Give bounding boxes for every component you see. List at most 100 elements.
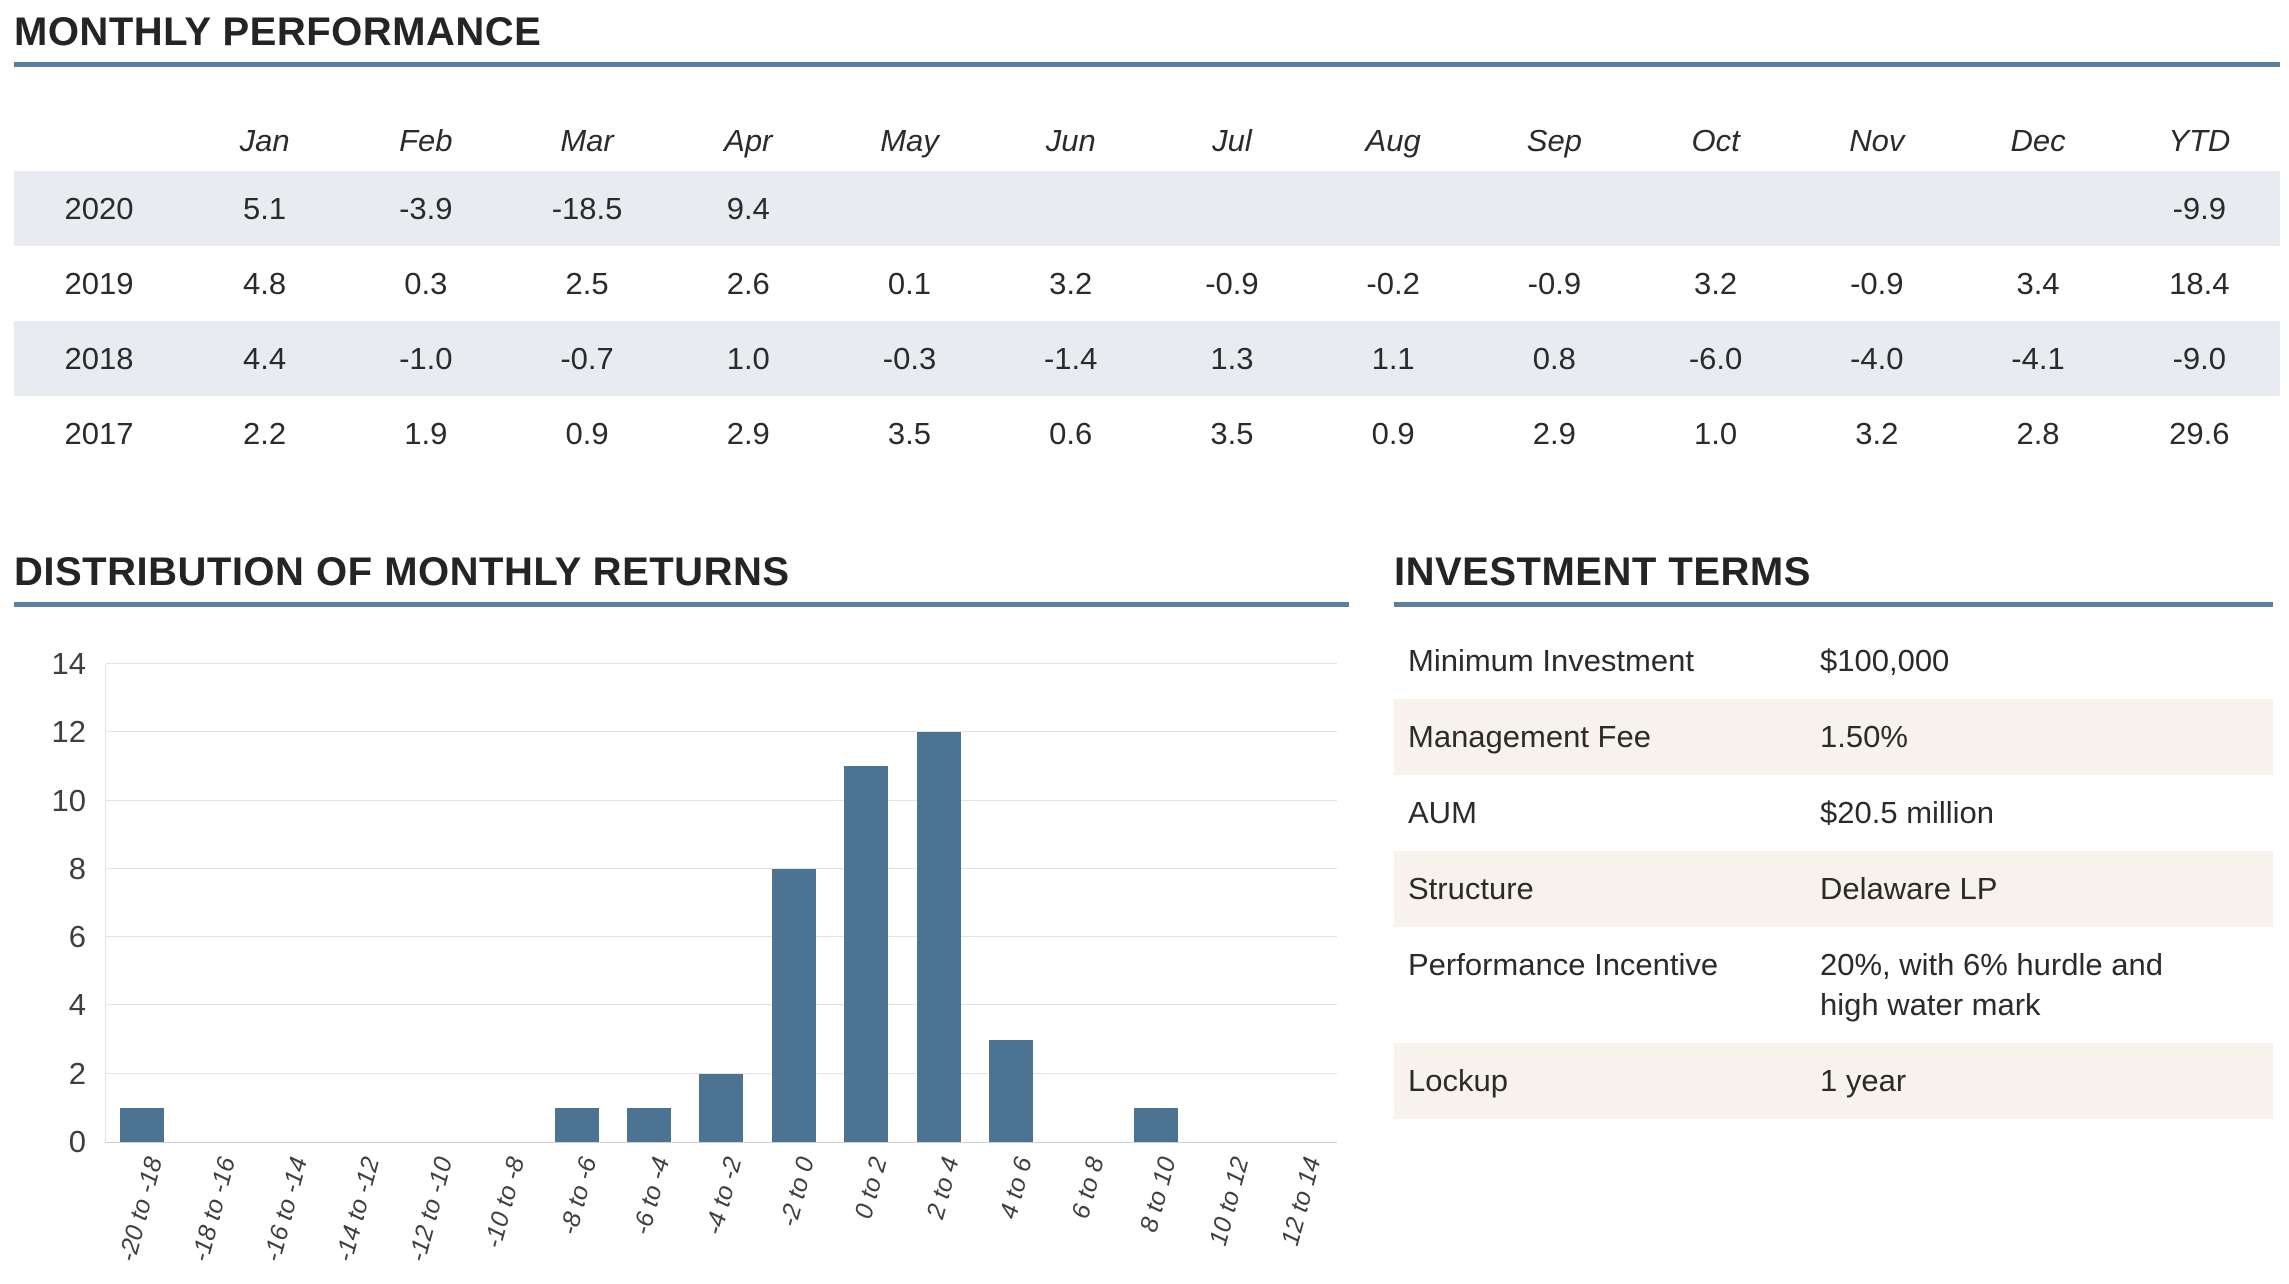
bar-8 to 10 (1133, 1107, 1178, 1142)
year-cell: 2018 (64, 340, 134, 376)
return-cell: 0.6 (1049, 415, 1093, 451)
terms-row-management-fee: Management Fee 1.50% (1394, 699, 2273, 775)
return-cell (829, 171, 990, 246)
bar-slot--8 to -6 (540, 664, 612, 1142)
bar-slot--14 to -12 (323, 664, 395, 1142)
y-axis-tick-10: 10 (51, 782, 86, 818)
month-column-header: Nov (1849, 123, 1905, 158)
x-axis-tick-label: -12 to -10 (403, 1154, 458, 1265)
return-cell: -9.0 (2172, 340, 2227, 376)
bar-slot-6 to 8 (1047, 664, 1119, 1142)
return-cell: -18.5 (551, 190, 623, 226)
bar-slot--18 to -16 (178, 664, 250, 1142)
terms-value: 20%, with 6% hurdle and high water mark (1820, 947, 2163, 1022)
return-cell: 0.3 (404, 265, 448, 301)
month-column-header: Oct (1691, 123, 1740, 158)
return-cell: 3.4 (2016, 265, 2060, 301)
monthly-performance-title: MONTHLY PERFORMANCE (14, 10, 542, 54)
x-axis-tick-label: 10 to 12 (1203, 1154, 1255, 1249)
month-column-header: YTD (2168, 123, 2231, 158)
x-tick-slot: 2 to 4 (901, 1148, 973, 1284)
x-tick-slot: 0 to 2 (829, 1148, 901, 1284)
return-cell: -0.2 (1366, 265, 1420, 301)
returns-histogram: -20 to -18 -18 to -16 -16 to -14 -14 to -12… (14, 548, 1349, 1284)
bar-slot-0 to 2 (830, 664, 902, 1142)
distribution-rule (14, 602, 1349, 607)
return-cell: -0.7 (560, 340, 614, 376)
performance-row-2017: 2017 2.2 1.9 0.9 2.9 3.5 0.6 3.5 0.9 2.9 1.0 3.2 2.8… (14, 396, 2280, 471)
x-axis-tick-label: 12 to 14 (1276, 1154, 1327, 1249)
gridline-6 (106, 936, 1337, 938)
return-cell: -0.9 (1850, 265, 1904, 301)
bar--20 to -18 (120, 1107, 165, 1142)
terms-row-aum: AUM $20.5 million (1394, 775, 2273, 851)
month-header-row: Jan Feb Mar Apr May Jun Jul Aug Sep Oct Nov Dec YTD (14, 111, 2280, 171)
x-axis-tick-label: -14 to -12 (330, 1154, 386, 1265)
terms-label: Performance Incentive (1408, 947, 1719, 982)
return-cell: 0.9 (565, 415, 609, 451)
bar--8 to -6 (554, 1107, 599, 1142)
y-axis-tick-8: 8 (68, 850, 86, 886)
return-cell: -1.0 (399, 340, 453, 376)
return-cell: 1.0 (1694, 415, 1738, 451)
return-cell: 1.3 (1210, 340, 1254, 376)
terms-row-lockup: Lockup 1 year (1394, 1043, 2273, 1119)
month-column-header: Feb (399, 123, 453, 158)
terms-row-performance-incentive: Performance Incentive 20%, with 6% hurdle… (1394, 927, 2273, 1043)
bar--4 to -2 (699, 1073, 744, 1142)
terms-value: $20.5 million (1820, 795, 1995, 830)
return-cell: 2.9 (1532, 415, 1576, 451)
return-cell: 1.0 (726, 340, 770, 376)
x-tick-slot: 8 to 10 (1119, 1148, 1191, 1284)
gridline-12 (106, 731, 1337, 733)
monthly-performance-table: Jan Feb Mar Apr May Jun Jul Aug Sep Oct Nov Dec YTD … (14, 111, 2280, 471)
return-cell: 29.6 (2169, 415, 2230, 451)
bar-slot-12 to 14 (1265, 664, 1337, 1142)
return-cell: 3.5 (1210, 415, 1254, 451)
x-axis-tick-label: -6 to -4 (627, 1154, 676, 1238)
investment-terms-table: Minimum Investment $100,000 Management Fee… (1394, 623, 2273, 1119)
terms-value: 1.50% (1820, 719, 1908, 754)
terms-value: $100,000 (1820, 643, 1950, 678)
month-column-header: Dec (2010, 123, 2066, 158)
return-cell: -9.9 (2172, 190, 2227, 226)
return-cell: 3.2 (1049, 265, 1093, 301)
return-cell: 0.1 (887, 265, 932, 301)
return-cell: 2.2 (243, 415, 287, 451)
return-cell: 0.8 (1532, 340, 1576, 376)
month-column-header: May (880, 123, 939, 158)
gridline-10 (106, 799, 1337, 801)
x-axis-tick-label: -18 to -16 (185, 1154, 241, 1265)
y-axis-tick-2: 2 (68, 1055, 86, 1091)
return-cell (990, 171, 1151, 246)
bar-slot--16 to -14 (251, 664, 323, 1142)
month-column-header: Jan (239, 123, 290, 158)
bar-slot-2 to 4 (902, 664, 974, 1142)
month-column-header: Sep (1526, 123, 1582, 158)
x-tick-slot: 12 to 14 (1264, 1148, 1336, 1284)
x-tick-slot: -18 to -16 (177, 1148, 249, 1284)
terms-row-minimum-investment: Minimum Investment $100,000 (1394, 623, 2273, 699)
return-cell (1151, 171, 1312, 246)
bar-2 to 4 (916, 732, 961, 1142)
performance-row-2020: 2020 5.1 -3.9 -18.5 9.4 -9.9 (14, 171, 2280, 246)
return-cell: 1.1 (1371, 340, 1415, 376)
return-cell (1474, 171, 1635, 246)
bar-slot-4 to 6 (975, 664, 1047, 1142)
distribution-title: DISTRIBUTION OF MONTHLY RETURNS (14, 550, 790, 594)
return-cell: 3.2 (1855, 415, 1899, 451)
x-tick-slot: 6 to 8 (1046, 1148, 1118, 1284)
x-axis-tick-label: 6 to 8 (1066, 1154, 1110, 1222)
return-cell: 4.4 (243, 340, 287, 376)
y-axis-tick-6: 6 (68, 919, 86, 955)
year-cell: 2019 (64, 265, 134, 301)
month-column-header: Jul (1212, 123, 1252, 158)
x-axis-tick-label: 0 to 2 (849, 1154, 893, 1222)
bar-slot--20 to -18 (106, 664, 178, 1142)
month-column-header: Apr (724, 123, 773, 158)
year-column-header (14, 111, 184, 171)
bar-slot--4 to -2 (685, 664, 757, 1142)
bar-slot-10 to 12 (1192, 664, 1264, 1142)
x-tick-slot: -12 to -10 (395, 1148, 467, 1284)
